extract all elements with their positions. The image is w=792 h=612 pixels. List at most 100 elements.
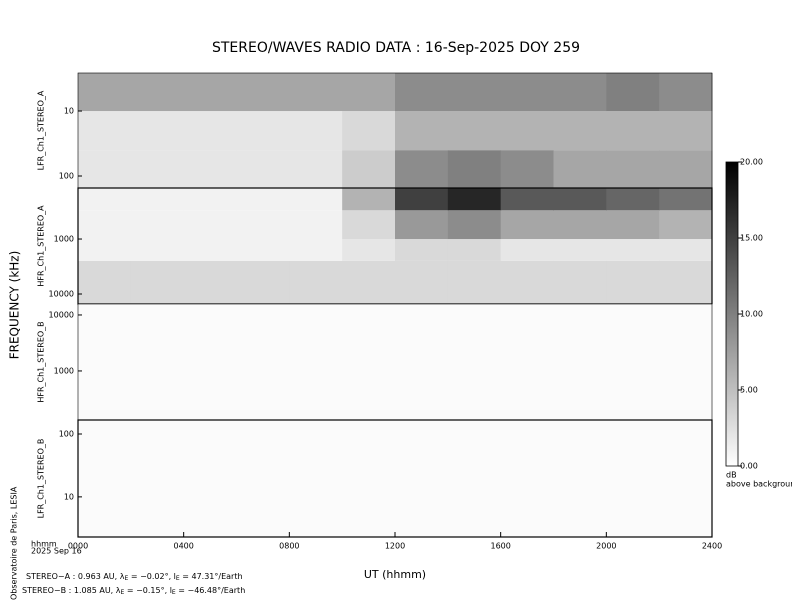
heat-cell [553, 150, 607, 188]
heat-cell [236, 210, 290, 240]
heat-cell [500, 239, 554, 261]
annotation-part: E [176, 575, 180, 582]
heat-cell [130, 111, 185, 151]
heat-cell [236, 260, 290, 304]
heat-cell [342, 210, 396, 240]
heat-cell [183, 150, 237, 188]
colorbar-sublabel: above background [726, 480, 792, 489]
heat-cell [447, 111, 502, 151]
heat-cell [395, 73, 449, 112]
heat-cell [500, 304, 554, 420]
heat-cell [78, 210, 132, 240]
heat-cell [447, 210, 502, 240]
x-axis-label: UT (hhmm) [364, 568, 426, 581]
heat-cell [236, 304, 290, 420]
heat-cell [395, 304, 449, 420]
heat-cell [289, 73, 343, 112]
x-unit: hhmm [31, 540, 57, 549]
colorbar-label: dB [726, 471, 737, 480]
heat-cell [395, 210, 449, 240]
x-tick-label: 0800 [279, 542, 299, 551]
heat-cell [183, 111, 237, 151]
annotation-part: = −0.02°, l [128, 572, 176, 581]
heat-cell [183, 73, 237, 112]
heat-cell [183, 304, 237, 420]
heat-cell [78, 73, 132, 112]
heat-cell [500, 73, 554, 112]
panel-label: LFR_Ch1_STEREO_A [37, 90, 46, 170]
heat-cell [78, 420, 132, 537]
heat-cell [395, 239, 449, 261]
heat-cell [78, 188, 132, 211]
heat-cell [289, 188, 343, 211]
heat-cell [659, 188, 713, 211]
heat-cell [130, 210, 185, 240]
colorbar-tick-label: 5.00 [740, 386, 758, 395]
heat-cell [606, 188, 660, 211]
heat-cell [78, 260, 132, 304]
y-tick-label: 10 [64, 107, 74, 116]
heat-cell [606, 150, 660, 188]
heat-cell [342, 260, 396, 304]
heat-cell [395, 150, 449, 188]
heat-cell [289, 150, 343, 188]
annotation-part: = −46.48°/Earth [176, 586, 246, 595]
heat-cell [342, 188, 396, 211]
heat-cell [342, 111, 396, 151]
heat-cell [659, 420, 713, 537]
heat-cell [606, 210, 660, 240]
colorbar-tick-label: 0.00 [740, 462, 758, 471]
heat-cell [78, 304, 132, 420]
heat-cell [342, 150, 396, 188]
colorbar-tick-label: 15.00 [740, 234, 763, 243]
annotation-part: E [172, 589, 176, 596]
x-tick-label: 0000 [68, 542, 88, 551]
heat-cell [130, 150, 185, 188]
y-tick-label: 10 [64, 492, 74, 501]
heat-cell [289, 111, 343, 151]
heat-cell [289, 304, 343, 420]
panel-label: HFR_Ch1_STEREO_A [37, 205, 46, 287]
y-tick-label: 1000 [54, 235, 74, 244]
colorbar-tick-label: 20.00 [740, 158, 763, 167]
annotation-part: = −0.15°, l [124, 586, 172, 595]
heat-cell [606, 73, 660, 112]
x-tick-label: 2400 [702, 542, 722, 551]
heat-cell [447, 73, 502, 112]
heat-cell [289, 260, 343, 304]
x-tick-label: 0400 [173, 542, 193, 551]
annotation-part: STEREO−A : 0.963 AU, λ [26, 572, 125, 581]
heat-cell [447, 188, 502, 211]
heat-cell [289, 420, 343, 537]
heat-cell [236, 73, 290, 112]
heat-cell [395, 188, 449, 211]
annotation-part: = 47.31°/Earth [180, 572, 243, 581]
heat-cell [130, 420, 185, 537]
heat-cell [553, 111, 607, 151]
heat-cell [447, 304, 502, 420]
heat-cell [183, 260, 237, 304]
heat-cell [447, 260, 502, 304]
heat-cell [395, 111, 449, 151]
heat-cell [78, 111, 132, 151]
heat-cell [553, 239, 607, 261]
heat-cell [659, 111, 713, 151]
heat-cell [659, 260, 713, 304]
heat-cell [130, 188, 185, 211]
heat-cell [447, 239, 502, 261]
heat-cell [130, 73, 185, 112]
annotation-part: E [124, 575, 128, 582]
colorbar-tick-label: 10.00 [740, 310, 763, 319]
heat-cell [553, 210, 607, 240]
heat-cell [236, 150, 290, 188]
heat-cell [606, 260, 660, 304]
heat-cell [500, 111, 554, 151]
heat-cell [447, 420, 502, 537]
heat-cell [553, 73, 607, 112]
heat-cell [553, 304, 607, 420]
x-tick-label: 1200 [385, 542, 405, 551]
heat-cell [342, 304, 396, 420]
heat-cell [500, 420, 554, 537]
heat-cell [659, 304, 713, 420]
y-tick-label: 10000 [49, 290, 74, 299]
